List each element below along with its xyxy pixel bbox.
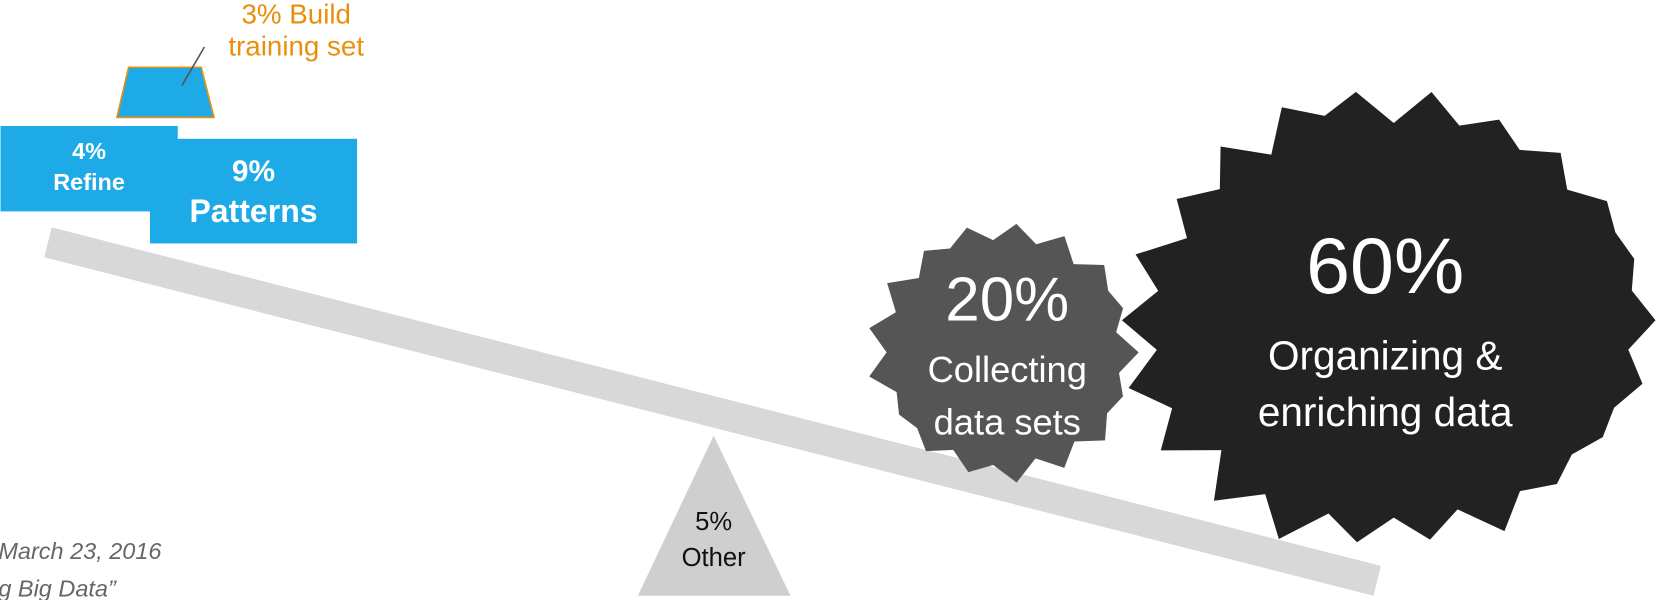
blobs (869, 91, 1656, 543)
organizing-percent: 60% (1306, 221, 1464, 310)
seesaw-beam (44, 227, 1381, 596)
organizing-label: Organizing & (1268, 332, 1502, 378)
callout-line (181, 46, 206, 86)
refine-label: Refine (53, 169, 125, 195)
build-label: training set (228, 30, 364, 61)
collecting-percent: 20% (945, 266, 1069, 335)
source-text: g Big Data” (0, 576, 117, 600)
source-text: March 23, 2016 (0, 538, 162, 564)
organizing-label: enriching data (1258, 389, 1513, 435)
patterns-percent: 9% (232, 155, 275, 188)
other-percent: 5% (695, 508, 732, 536)
collecting-blob (869, 223, 1139, 483)
patterns-label: Patterns (189, 193, 317, 229)
build-label: 3% Build (241, 0, 351, 29)
collecting-label: data sets (934, 402, 1081, 443)
refine-block (0, 125, 178, 212)
build-block (115, 66, 216, 119)
patterns-block (149, 138, 358, 244)
fulcrum (637, 435, 791, 596)
organizing-blob (1121, 91, 1656, 543)
other-label: Other (682, 544, 747, 572)
collecting-label: Collecting (928, 349, 1087, 390)
refine-percent: 4% (72, 138, 106, 164)
